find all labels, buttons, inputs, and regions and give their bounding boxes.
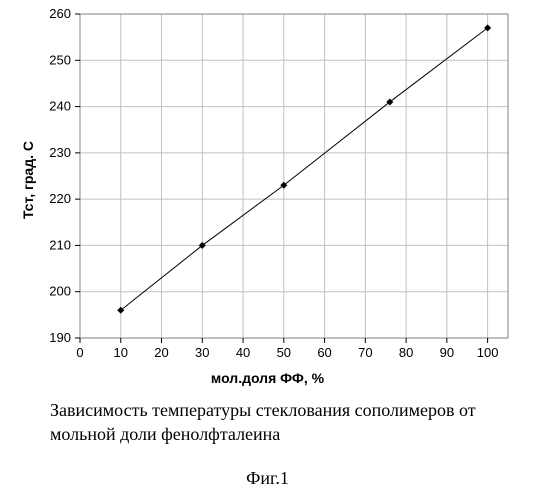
y-axis-title: Тст, град. С [20, 141, 36, 219]
x-tick-label: 60 [317, 345, 331, 360]
x-tick-label: 80 [399, 345, 413, 360]
y-tick-label: 240 [49, 99, 71, 114]
y-tick-label: 230 [49, 145, 71, 160]
figure-caption: Зависимость температуры стеклования сопо… [50, 398, 510, 447]
x-tick-label: 40 [236, 345, 250, 360]
y-tick-label: 260 [49, 6, 71, 21]
x-tick-label: 90 [440, 345, 454, 360]
x-tick-label: 100 [477, 345, 499, 360]
y-tick-label: 250 [49, 52, 71, 67]
chart: Тст, град. С 0 10 20 30 40 50 60 70 80 90 100 190 20… [10, 0, 525, 390]
x-tick-label: 50 [277, 345, 291, 360]
y-tick-label: 200 [49, 284, 71, 299]
figure-label: Фиг.1 [0, 468, 535, 489]
x-axis-title: мол.доля ФФ, % [10, 370, 525, 386]
x-tick-label: 0 [76, 345, 83, 360]
x-tick-label: 30 [195, 345, 209, 360]
chart-svg: 0 10 20 30 40 50 60 70 80 90 100 190 200 210 220 230 240… [10, 0, 525, 390]
x-tick-label: 20 [154, 345, 168, 360]
y-tick-label: 220 [49, 191, 71, 206]
x-tick-label: 70 [358, 345, 372, 360]
y-tick-label: 190 [49, 330, 71, 345]
x-tick-label: 10 [114, 345, 128, 360]
y-tick-label: 210 [49, 237, 71, 252]
